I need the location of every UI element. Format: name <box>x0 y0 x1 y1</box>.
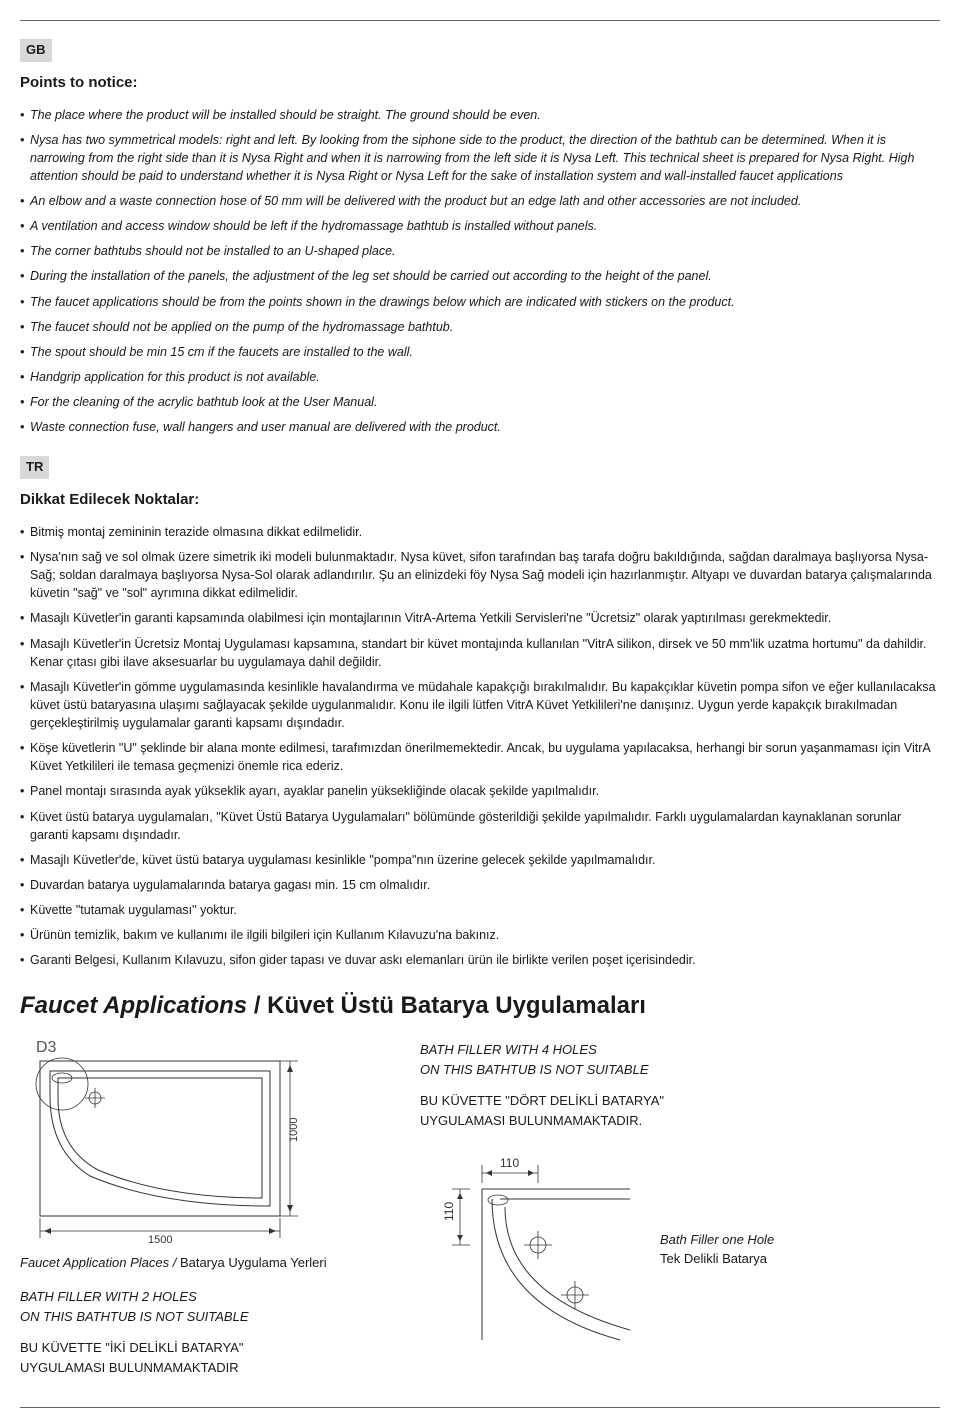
tr-point: Köşe küvetlerin "U" şeklinde bir alana m… <box>20 739 940 775</box>
gb-point: The faucet should not be applied on the … <box>20 318 940 336</box>
tr-point: Küvette "tutamak uygulaması" yoktur. <box>20 901 940 919</box>
faucet-title: Faucet Applications / Küvet Üstü Batarya… <box>20 989 940 1024</box>
gb-points-list: The place where the product will be inst… <box>20 106 940 437</box>
gb-point: The spout should be min 15 cm if the fau… <box>20 343 940 361</box>
gb-point: Waste connection fuse, wall hangers and … <box>20 418 940 436</box>
tr-point: Bitmiş montaj zemininin terazide olmasın… <box>20 523 940 541</box>
two-hole-tr: BU KÜVETTE "İKİ DELİKLİ BATARYA" UYGULAM… <box>20 1338 380 1377</box>
faucet-title-en: Faucet Applications <box>20 992 247 1019</box>
gb-heading: Points to notice: <box>20 72 940 94</box>
svg-text:D3: D3 <box>36 1039 57 1056</box>
one-hole-en: Bath Filler one Hole <box>660 1231 774 1250</box>
tr-points-list: Bitmiş montaj zemininin terazide olmasın… <box>20 523 940 970</box>
tr-point: Ürünün temizlik, bakım ve kullanımı ile … <box>20 926 940 944</box>
faucet-title-tr: Küvet Üstü Batarya Uygulamaları <box>267 992 646 1019</box>
faucet-title-sep: / <box>247 992 267 1019</box>
faucet-caption-tr: Batarya Uygulama Yerleri <box>180 1255 327 1270</box>
gb-point: Nysa has two symmetrical models: right a… <box>20 131 940 185</box>
lang-tag-tr: TR <box>20 456 49 479</box>
svg-text:110: 110 <box>500 1156 519 1170</box>
faucet-section: D3 1000 1500 <box>20 1036 940 1377</box>
svg-text:1500: 1500 <box>148 1234 172 1246</box>
one-hole-label: Bath Filler one Hole Tek Delikli Batarya <box>660 1231 774 1269</box>
tr-point: Duvardan batarya uygulamalarında batarya… <box>20 876 940 894</box>
four-hole-en: BATH FILLER WITH 4 HOLES ON THIS BATHTUB… <box>420 1040 940 1079</box>
tr-point: Panel montajı sırasında ayak yükseklik a… <box>20 782 940 800</box>
faucet-caption: Faucet Application Places / Batarya Uygu… <box>20 1254 380 1273</box>
gb-point: For the cleaning of the acrylic bathtub … <box>20 393 940 411</box>
top-rule <box>20 20 940 21</box>
tr-point: Masajlı Küvetler'in Ücretsiz Montaj Uygu… <box>20 635 940 671</box>
tr-point: Nysa'nın sağ ve sol olmak üzere simetrik… <box>20 548 940 602</box>
faucet-caption-en: Faucet Application Places / <box>20 1255 180 1270</box>
gb-point: Handgrip application for this product is… <box>20 368 940 386</box>
tr-heading: Dikkat Edilecek Noktalar: <box>20 489 940 511</box>
faucet-col-left: D3 1000 1500 <box>20 1036 380 1377</box>
gb-point: A ventilation and access window should b… <box>20 217 940 235</box>
bathtub-drawing: D3 1000 1500 <box>20 1036 320 1246</box>
svg-text:110: 110 <box>442 1202 456 1221</box>
one-hole-tr: Tek Delikli Batarya <box>660 1250 774 1269</box>
tr-point: Garanti Belgesi, Kullanım Kılavuzu, sifo… <box>20 951 940 969</box>
two-hole-notice: BATH FILLER WITH 2 HOLES ON THIS BATHTUB… <box>20 1287 380 1377</box>
bottom-rule <box>20 1407 940 1408</box>
gb-point: The faucet applications should be from t… <box>20 293 940 311</box>
four-hole-notice: BATH FILLER WITH 4 HOLES ON THIS BATHTUB… <box>420 1040 940 1130</box>
detail-row: 110 110 <box>420 1155 940 1345</box>
two-hole-en: BATH FILLER WITH 2 HOLES ON THIS BATHTUB… <box>20 1287 380 1326</box>
faucet-col-right: BATH FILLER WITH 4 HOLES ON THIS BATHTUB… <box>420 1036 940 1345</box>
tr-point: Küvet üstü batarya uygulamaları, "Küvet … <box>20 808 940 844</box>
four-hole-tr: BU KÜVETTE "DÖRT DELİKLİ BATARYA" UYGULA… <box>420 1091 940 1130</box>
tr-point: Masajlı Küvetler'in gömme uygulamasında … <box>20 678 940 732</box>
lang-tag-gb: GB <box>20 39 52 62</box>
gb-point: An elbow and a waste connection hose of … <box>20 192 940 210</box>
gb-point: During the installation of the panels, t… <box>20 267 940 285</box>
tr-point: Masajlı Küvetler'de, küvet üstü batarya … <box>20 851 940 869</box>
svg-text:1000: 1000 <box>288 1118 300 1142</box>
corner-detail-drawing: 110 110 <box>420 1155 640 1345</box>
tr-point: Masajlı Küvetler'in garanti kapsamında o… <box>20 609 940 627</box>
gb-point: The corner bathtubs should not be instal… <box>20 242 940 260</box>
gb-point: The place where the product will be inst… <box>20 106 940 124</box>
